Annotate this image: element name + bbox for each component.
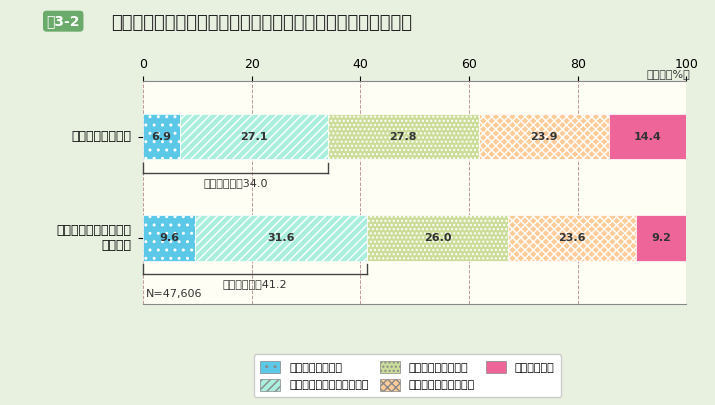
Legend: まったくその通り, どちらかといえばその通り, どちらともいえない, どちらかといえば違う, まったく違う: まったくその通り, どちらかといえばその通り, どちらともいえない, どちらかと… bbox=[254, 354, 561, 397]
Bar bbox=[195, 215, 367, 261]
Bar bbox=[367, 215, 508, 261]
Text: 27.1: 27.1 bbox=[240, 132, 268, 142]
Text: 26.0: 26.0 bbox=[424, 233, 451, 243]
Text: 9.2: 9.2 bbox=[651, 233, 671, 243]
Text: N=47,606: N=47,606 bbox=[146, 289, 202, 299]
Text: 肯定的な回答34.0: 肯定的な回答34.0 bbox=[203, 178, 267, 188]
Bar bbox=[180, 114, 327, 160]
Bar bbox=[608, 114, 687, 160]
Text: テレワークにおける業務効率化、コミュニケーションについて: テレワークにおける業務効率化、コミュニケーションについて bbox=[111, 14, 412, 32]
Text: 6.9: 6.9 bbox=[152, 132, 172, 142]
Bar bbox=[143, 114, 180, 160]
Text: 肯定的な回答41.2: 肯定的な回答41.2 bbox=[222, 279, 287, 289]
Bar bbox=[327, 114, 479, 160]
Bar bbox=[508, 215, 636, 261]
Text: 9.6: 9.6 bbox=[159, 233, 179, 243]
Text: 23.6: 23.6 bbox=[558, 233, 586, 243]
Text: 14.4: 14.4 bbox=[634, 132, 661, 142]
Bar bbox=[479, 114, 608, 160]
Text: （単位：%）: （単位：%） bbox=[646, 69, 690, 79]
Text: 31.6: 31.6 bbox=[267, 233, 295, 243]
Text: 23.9: 23.9 bbox=[530, 132, 558, 142]
Bar bbox=[143, 215, 195, 261]
Text: 図3-2: 図3-2 bbox=[46, 14, 80, 28]
Text: 27.8: 27.8 bbox=[390, 132, 417, 142]
Bar bbox=[636, 215, 686, 261]
